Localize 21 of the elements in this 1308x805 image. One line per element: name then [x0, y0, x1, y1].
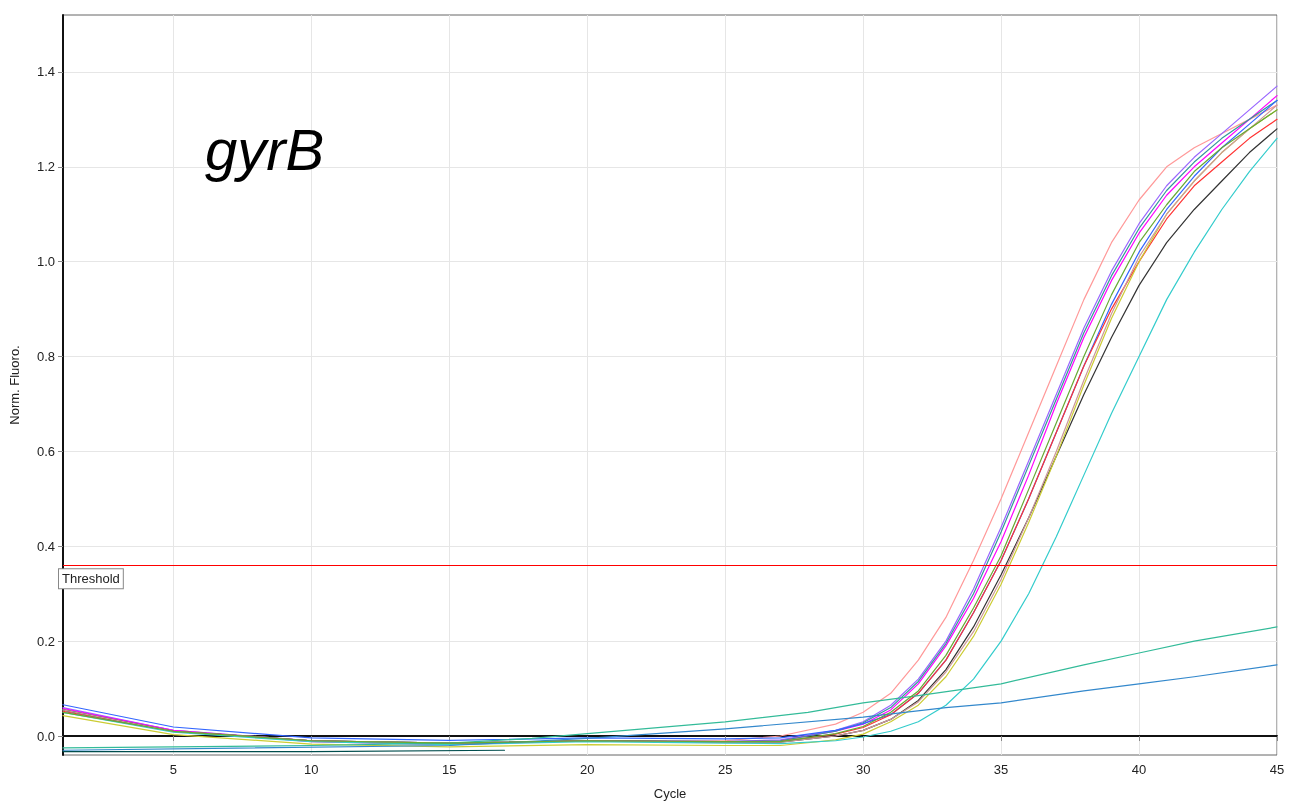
x-axis-title: Cycle — [653, 786, 687, 801]
y-tick-label: 0.6 — [36, 443, 55, 459]
x-tick-label: 35 — [993, 762, 1009, 777]
y-tick-label: 0.4 — [36, 538, 55, 554]
y-tick-label: 1.4 — [36, 64, 55, 80]
y-tick-label: 1.2 — [36, 159, 55, 175]
y-axis-title: Norm. Fluoro. — [7, 345, 22, 425]
y-tick-label: 1.0 — [36, 254, 55, 270]
x-tick-label: 15 — [442, 762, 457, 777]
x-tick-label: 45 — [1269, 762, 1285, 777]
y-tick-label: 0.8 — [36, 349, 55, 365]
x-tick-label: 25 — [717, 762, 733, 777]
annotation: gyrB — [205, 116, 325, 182]
ref-line-label: Threshold — [62, 571, 120, 587]
y-tick-label: 0.2 — [36, 633, 55, 649]
x-tick-label: 40 — [1131, 762, 1147, 777]
x-tick-label: 10 — [304, 762, 319, 777]
x-tick-label: 30 — [855, 762, 871, 777]
y-tick-label: 0.0 — [36, 728, 55, 744]
x-tick-label: 20 — [579, 762, 595, 777]
x-tick-label: 5 — [169, 762, 177, 777]
